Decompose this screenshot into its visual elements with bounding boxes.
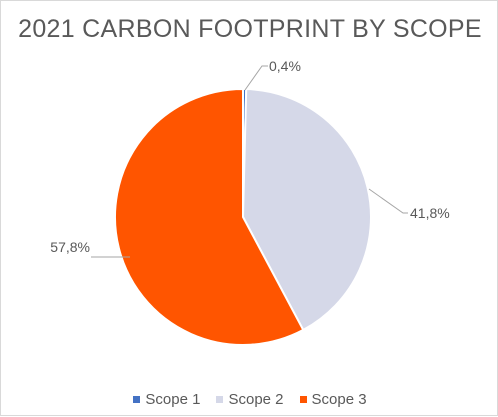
data-label-scope-1: 0,4% xyxy=(269,58,301,74)
leader-line-scope-1 xyxy=(244,65,268,91)
pie-slice-scope-3 xyxy=(114,87,305,346)
legend-item-scope-2: Scope 2 xyxy=(216,391,284,408)
legend-label-scope-1: Scope 1 xyxy=(145,391,201,408)
legend-swatch-scope-1 xyxy=(133,396,141,403)
chart-title: 2021 CARBON FOOTPRINT BY SCOPE xyxy=(18,15,482,43)
legend-label-scope-3: Scope 3 xyxy=(311,391,367,408)
legend-label-scope-2: Scope 2 xyxy=(228,391,284,408)
legend: Scope 1 Scope 2 Scope 3 xyxy=(1,391,498,408)
legend-swatch-scope-3 xyxy=(299,396,307,403)
legend-item-scope-1: Scope 1 xyxy=(133,391,200,408)
data-label-scope-3: 57,8% xyxy=(50,239,90,255)
legend-item-scope-3: Scope 3 xyxy=(299,391,367,408)
pie-slice-scope-2 xyxy=(241,88,372,332)
leader-line-scope-2 xyxy=(368,188,408,214)
data-label-scope-2: 41,8% xyxy=(410,205,450,221)
legend-swatch-scope-2 xyxy=(216,396,224,403)
